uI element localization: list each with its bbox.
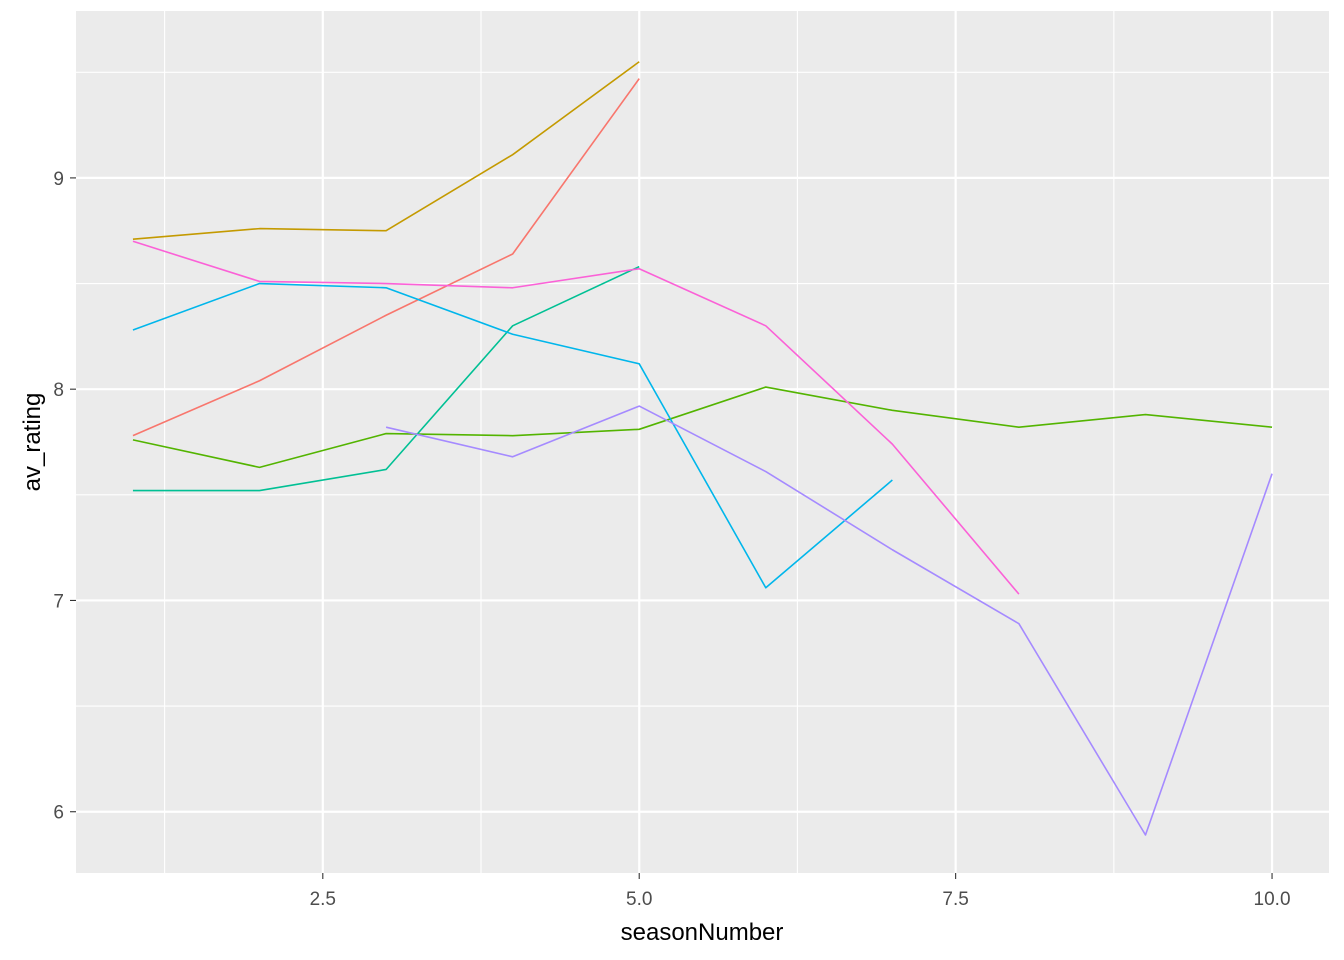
series-line-0 [132, 78, 640, 437]
major-gridlines [76, 11, 1329, 873]
x-tick-label-0: 2.5 [310, 889, 336, 910]
plot-panel [76, 11, 1329, 873]
series-line-2 [132, 386, 1273, 469]
series-line-1 [132, 61, 640, 240]
y-tick-label-2: 8 [53, 380, 64, 401]
series-line-6 [132, 240, 1020, 595]
series-line-5 [385, 405, 1273, 836]
y-tick-label-0: 6 [53, 803, 64, 824]
y-axis: 6 7 8 9 [53, 169, 76, 824]
minor-gridlines [76, 11, 1329, 873]
x-axis: 2.5 5.0 7.5 10.0 [310, 873, 1291, 910]
y-tick-label-1: 7 [53, 591, 64, 612]
x-tick-label-3: 10.0 [1254, 889, 1291, 910]
series-line-4 [132, 282, 893, 589]
x-tick-label-1: 5.0 [626, 889, 652, 910]
series-layer [132, 61, 1273, 836]
series-line-3 [132, 265, 640, 492]
y-axis-title: av_rating [19, 393, 46, 492]
x-tick-label-2: 7.5 [942, 889, 968, 910]
y-tick-label-3: 9 [53, 169, 64, 190]
x-axis-title: seasonNumber [621, 919, 784, 946]
